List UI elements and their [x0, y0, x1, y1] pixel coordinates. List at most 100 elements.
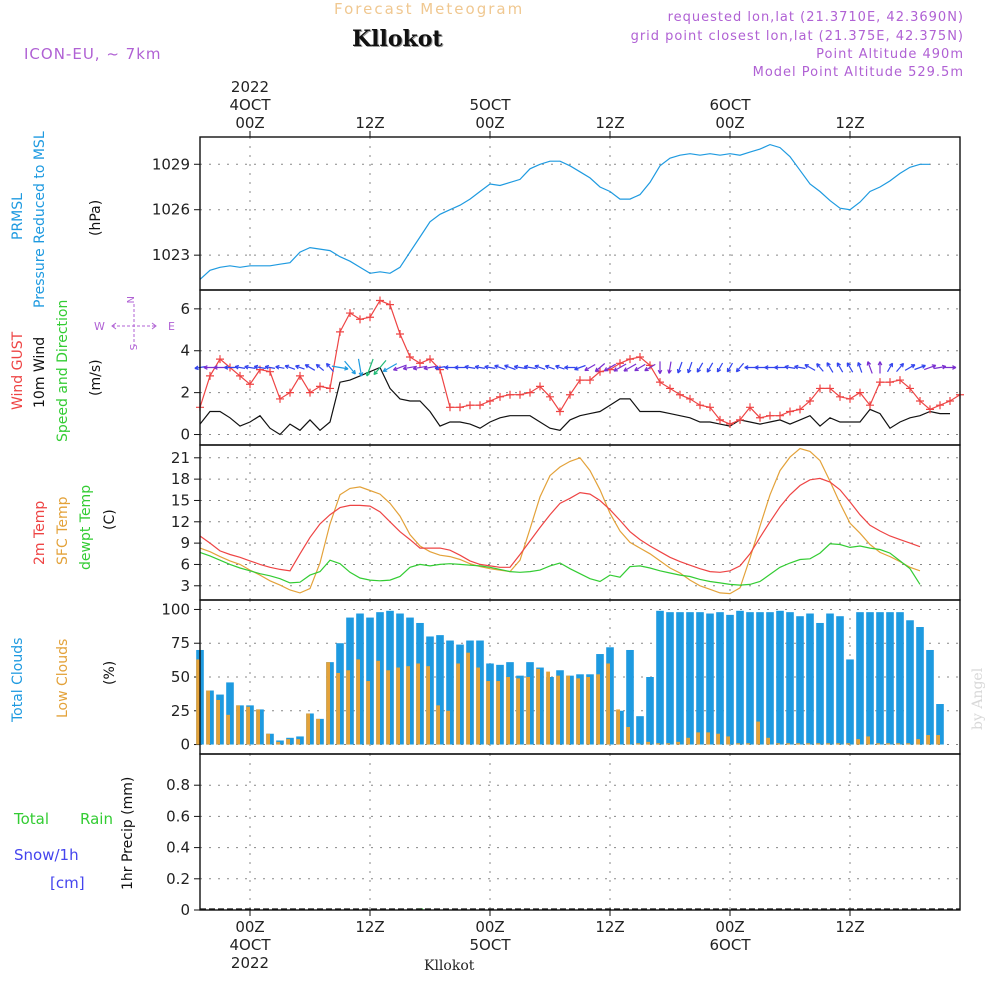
wind-direction-arrow: [325, 362, 334, 372]
wind-direction-arrow: [224, 365, 236, 370]
low-cloud-bar: [196, 659, 200, 745]
bottom-time-label: 12Z: [835, 918, 864, 936]
gust-marker: [886, 378, 894, 387]
total-cloud-bar: [896, 612, 904, 745]
y-tick-label: 0.2: [166, 870, 190, 888]
wind-direction-arrow: [826, 362, 834, 373]
total-cloud-bar: [676, 612, 684, 745]
low-cloud-bar: [636, 743, 640, 745]
low-cloud-bar: [906, 743, 910, 745]
wind-direction-arrow: [923, 364, 937, 371]
low-cloud-bar: [796, 743, 800, 745]
top-time-label: 5OCT: [470, 96, 512, 114]
low-cloud-bar: [856, 739, 860, 745]
wind-direction-arrow: [886, 362, 894, 373]
gust-marker: [656, 378, 664, 387]
wind-direction-arrow: [284, 364, 296, 370]
total-cloud-bar: [666, 612, 674, 745]
wind-direction-arrow: [877, 361, 883, 374]
low-cloud-bar: [816, 743, 820, 745]
wind-direction-arrow: [914, 364, 926, 371]
low-cloud-bar: [536, 668, 540, 745]
y-tick-label: 0.8: [166, 776, 190, 794]
wind-direction-arrow: [667, 361, 672, 374]
low-cloud-bar: [386, 670, 390, 745]
wind-direction-arrow: [896, 362, 905, 372]
temp-2m-line: [199, 477, 921, 573]
low-cloud-bar: [486, 681, 490, 745]
low-cloud-bar: [616, 709, 620, 745]
y-tick-label: 4: [180, 342, 190, 360]
low-cloud-bar: [416, 663, 420, 745]
y-tick-label: 15: [171, 491, 190, 509]
bottom-time-label: 00Z: [715, 918, 744, 936]
y-tick-label: 21: [171, 449, 190, 467]
wind-direction-arrow: [523, 364, 536, 370]
gust-marker: [776, 411, 784, 420]
total-cloud-bar: [716, 612, 724, 745]
wind-direction-arrow: [412, 365, 427, 371]
gust-marker: [936, 401, 944, 410]
gust-marker: [806, 397, 814, 406]
y-tick-label: 3: [180, 577, 190, 595]
gust-marker: [556, 407, 564, 416]
low-cloud-bar: [336, 672, 340, 745]
low-cloud-bar: [926, 735, 930, 745]
wind-direction-arrow: [857, 361, 863, 373]
gust-marker: [756, 413, 764, 422]
low-cloud-bar: [766, 737, 770, 745]
gust-marker: [686, 394, 694, 403]
total-cloud-bar: [816, 622, 824, 745]
low-cloud-bar: [586, 677, 590, 745]
low-cloud-bar: [316, 718, 320, 745]
y-tick-label: 75: [171, 634, 190, 652]
wind-direction-arrow: [331, 365, 349, 371]
total-cloud-bar: [626, 649, 634, 745]
low-cloud-bar: [296, 739, 300, 745]
gust-marker: [446, 403, 454, 412]
low-cloud-bar: [736, 743, 740, 745]
low-cloud-bar: [866, 736, 870, 745]
wind-direction-arrow: [623, 363, 637, 372]
dewpt-temp-line: [199, 543, 921, 586]
y-tick-label: 0: [180, 901, 190, 919]
total-cloud-bar: [696, 612, 704, 745]
wind-direction-arrow: [423, 365, 437, 371]
sfc-temp-line: [199, 447, 921, 595]
wind-direction-arrow: [774, 365, 786, 370]
wind-direction-arrow: [574, 364, 586, 371]
y-tick-label: 12: [171, 513, 190, 531]
low-cloud-bar: [676, 741, 680, 745]
gust-marker: [346, 309, 354, 318]
panel-frame: [199, 136, 961, 291]
gust-marker: [846, 394, 854, 403]
low-cloud-bar: [466, 652, 470, 745]
wind-direction-arrow: [402, 365, 417, 371]
gust-marker: [876, 378, 884, 387]
gust-marker: [306, 388, 314, 397]
low-cloud-bar: [516, 678, 520, 745]
low-cloud-bar: [346, 670, 350, 745]
y-tick-label: 6: [180, 300, 190, 318]
bottom-time-label: 4OCT: [230, 936, 272, 954]
low-cloud-bar: [436, 705, 440, 745]
wind-direction-arrow: [634, 363, 646, 372]
low-cloud-bar: [836, 743, 840, 745]
wind-direction-arrow: [904, 364, 916, 371]
wind-direction-arrow: [726, 362, 734, 373]
top-time-label: 00Z: [235, 114, 264, 132]
gust-marker: [476, 401, 484, 410]
low-cloud-bar: [306, 713, 310, 745]
gust-marker: [666, 384, 674, 393]
bottom-time-label: 2022: [231, 954, 269, 972]
total-cloud-bar: [726, 614, 734, 745]
total-cloud-bar: [826, 613, 834, 745]
wind-direction-arrow: [735, 362, 745, 373]
gust-marker: [376, 296, 384, 305]
low-cloud-bar: [706, 732, 710, 745]
gust-marker: [456, 403, 464, 412]
wind-direction-arrow: [696, 362, 704, 373]
low-cloud-bar: [626, 726, 630, 745]
low-cloud-bar: [396, 667, 400, 745]
wind-direction-arrow: [846, 362, 854, 373]
